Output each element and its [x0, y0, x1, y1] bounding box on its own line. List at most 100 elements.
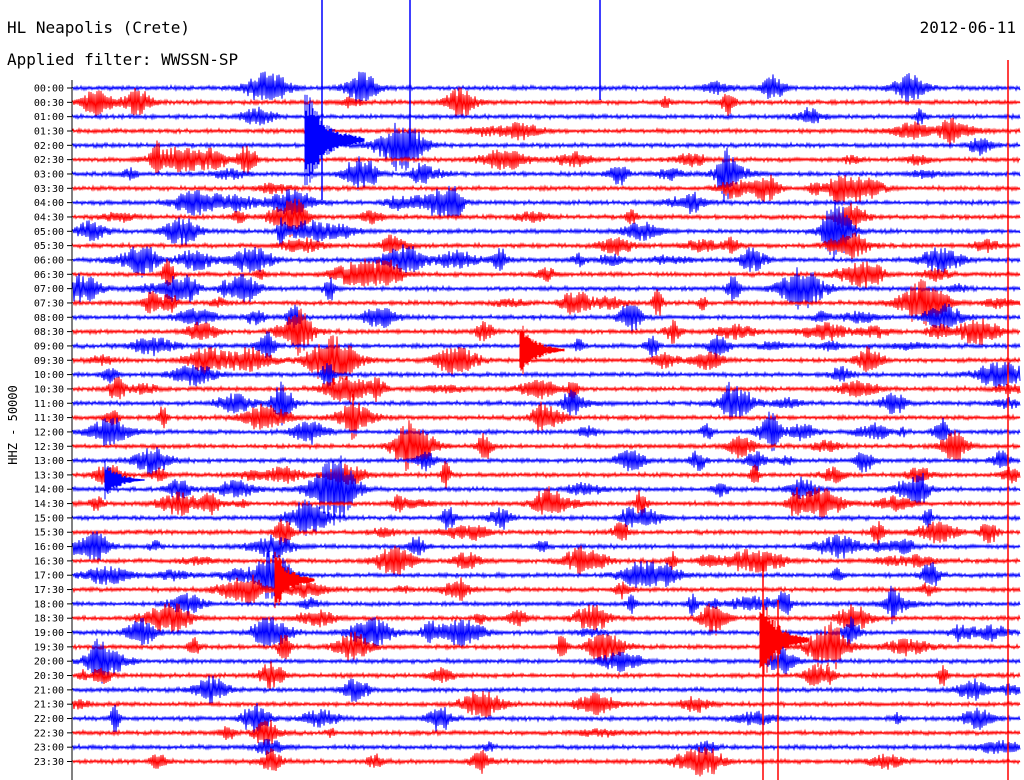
trace-line: [72, 381, 1021, 426]
station-title: HL Neapolis (Crete): [7, 18, 191, 37]
filter-label: Applied filter: WWSSN-SP: [7, 50, 239, 69]
time-tick-label: 05:30: [34, 241, 64, 252]
trace-line: [72, 308, 1021, 356]
time-tick-label: 07:30: [34, 298, 64, 309]
time-tick-label: 01:30: [34, 126, 64, 137]
trace-line: [72, 232, 1021, 260]
trace-line: [72, 499, 1021, 536]
trace-line: [72, 585, 1021, 625]
trace-line: [72, 719, 1021, 746]
trace-line: [72, 461, 1021, 490]
trace-line: [72, 106, 1021, 126]
trace-line: [72, 661, 1021, 692]
time-tick-label: 19:30: [34, 642, 64, 653]
trace-line: [72, 455, 1021, 526]
trace-line: [72, 267, 1021, 310]
trace-line: [72, 411, 1021, 452]
trace-line: [72, 335, 1021, 386]
trace-line: [72, 362, 1021, 389]
time-tick-label: 23:30: [34, 757, 64, 768]
time-tick-label: 17:00: [34, 571, 64, 582]
time-tick-label: 17:30: [34, 585, 64, 596]
time-tick-label: 04:30: [34, 212, 64, 223]
trace-line: [72, 486, 1021, 518]
time-tick-label: 12:00: [34, 427, 64, 438]
trace-line: [72, 574, 1021, 604]
trace-line: [72, 738, 1021, 756]
trace-line: [72, 616, 1021, 648]
time-tick-label: 15:30: [34, 528, 64, 539]
time-tick-label: 01:00: [34, 112, 64, 123]
time-tick-label: 21:30: [34, 700, 64, 711]
trace-line: [72, 147, 1021, 203]
trace-line: [72, 702, 1021, 733]
time-tick-label: 02:30: [34, 155, 64, 166]
trace-line: [72, 518, 1021, 546]
trace-line: [72, 675, 1021, 705]
time-tick-label: 13:30: [34, 470, 64, 481]
time-tick-label: 21:00: [34, 685, 64, 696]
time-tick-label: 14:30: [34, 499, 64, 510]
trace-line: [72, 303, 1021, 332]
trace-line: [72, 602, 1021, 636]
trace-line: [72, 690, 1021, 719]
trace-line: [72, 122, 1021, 172]
time-tick-label: 00:00: [34, 84, 64, 95]
time-tick-label: 11:30: [34, 413, 64, 424]
trace-line: [72, 117, 1021, 147]
trace-line: [72, 198, 1021, 238]
trace-line: [72, 279, 1021, 326]
time-tick-label: 00:30: [34, 98, 64, 109]
trace-line: [72, 244, 1021, 278]
time-tick-label: 06:00: [34, 255, 64, 266]
trace-line: [72, 258, 1021, 290]
date-label: 2012-06-11: [919, 18, 1016, 37]
time-tick-group: 00:00 00:30 01:00 01:30 02:00 02:30 03:00 03:30…: [34, 84, 72, 768]
time-tick-label: 16:30: [34, 556, 64, 567]
time-tick-label: 22:00: [34, 714, 64, 725]
trace-line: [72, 420, 1021, 472]
time-tick-label: 15:00: [34, 513, 64, 524]
time-tick-label: 16:00: [34, 542, 64, 553]
time-tick-label: 19:00: [34, 628, 64, 639]
time-tick-label: 08:00: [34, 313, 64, 324]
time-tick-label: 06:30: [34, 270, 64, 281]
event-burst: [759, 605, 810, 675]
time-tick-label: 03:30: [34, 184, 64, 195]
time-tick-label: 22:30: [34, 728, 64, 739]
trace-line: [72, 376, 1021, 404]
trace-line: [72, 199, 1021, 260]
trace-line: [72, 174, 1021, 206]
time-tick-label: 18:00: [34, 599, 64, 610]
trace-line: [72, 87, 1021, 118]
trace-line: [72, 447, 1021, 477]
trace-line: [72, 531, 1021, 562]
time-tick-label: 14:00: [34, 485, 64, 496]
event-burst: [519, 325, 565, 375]
trace-line: [72, 545, 1021, 577]
trace-group: [72, 0, 1021, 780]
time-tick-label: 13:00: [34, 456, 64, 467]
time-tick-label: 07:00: [34, 284, 64, 295]
time-tick-label: 09:00: [34, 341, 64, 352]
trace-line: [72, 746, 1021, 777]
time-tick-label: 11:00: [34, 399, 64, 410]
time-tick-label: 12:30: [34, 442, 64, 453]
time-tick-label: 23:00: [34, 743, 64, 754]
trace-line: [72, 140, 1021, 175]
time-tick-label: 10:30: [34, 384, 64, 395]
event-burst: [274, 551, 315, 609]
time-tick-label: 08:30: [34, 327, 64, 338]
trace-line: [72, 393, 1021, 440]
trace-line: [72, 71, 1021, 105]
time-tick-label: 03:00: [34, 169, 64, 180]
time-tick-label: 10:00: [34, 370, 64, 381]
time-tick-label: 20:00: [34, 657, 64, 668]
trace-line: [72, 621, 1021, 670]
event-burst: [104, 460, 145, 500]
time-tick-label: 18:30: [34, 614, 64, 625]
trace-line: [72, 550, 1021, 599]
time-tick-label: 05:00: [34, 227, 64, 238]
time-tick-label: 02:00: [34, 141, 64, 152]
